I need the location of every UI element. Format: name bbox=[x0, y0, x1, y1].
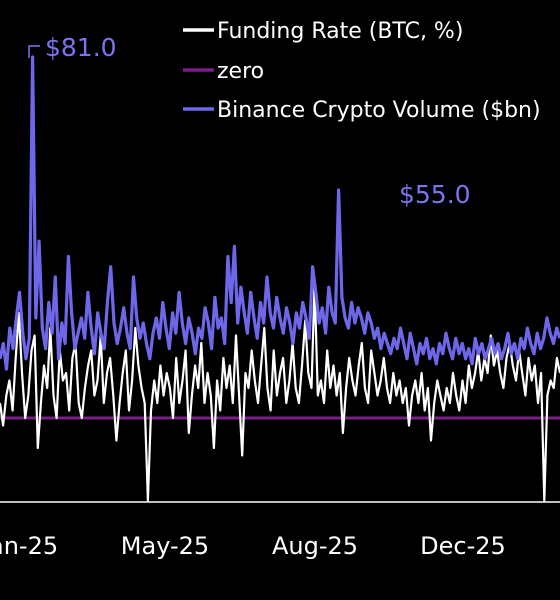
legend-entry: Binance Crypto Volume ($bn) bbox=[217, 98, 541, 123]
binance-volume-line bbox=[0, 55, 560, 371]
legend: Funding Rate (BTC, %) zero Binance Crypto … bbox=[183, 19, 541, 123]
plot-area bbox=[0, 55, 560, 502]
annotation-label: $55.0 bbox=[399, 180, 471, 209]
funding-rate-line bbox=[0, 281, 560, 502]
x-tick-label: Jan-25 bbox=[0, 532, 58, 560]
x-tick-label: Dec-25 bbox=[420, 532, 506, 560]
legend-entry: zero bbox=[217, 59, 264, 84]
x-axis: Jan-25 May-25 Aug-25 Dec-25 bbox=[0, 501, 560, 560]
x-tick-label: Aug-25 bbox=[272, 532, 358, 560]
legend-entry: Funding Rate (BTC, %) bbox=[217, 19, 463, 44]
annotation-leader bbox=[28, 45, 40, 58]
x-tick-label: May-25 bbox=[121, 532, 209, 560]
annotations: $81.0 $55.0 bbox=[28, 33, 471, 209]
annotation-label: $81.0 bbox=[45, 33, 117, 62]
